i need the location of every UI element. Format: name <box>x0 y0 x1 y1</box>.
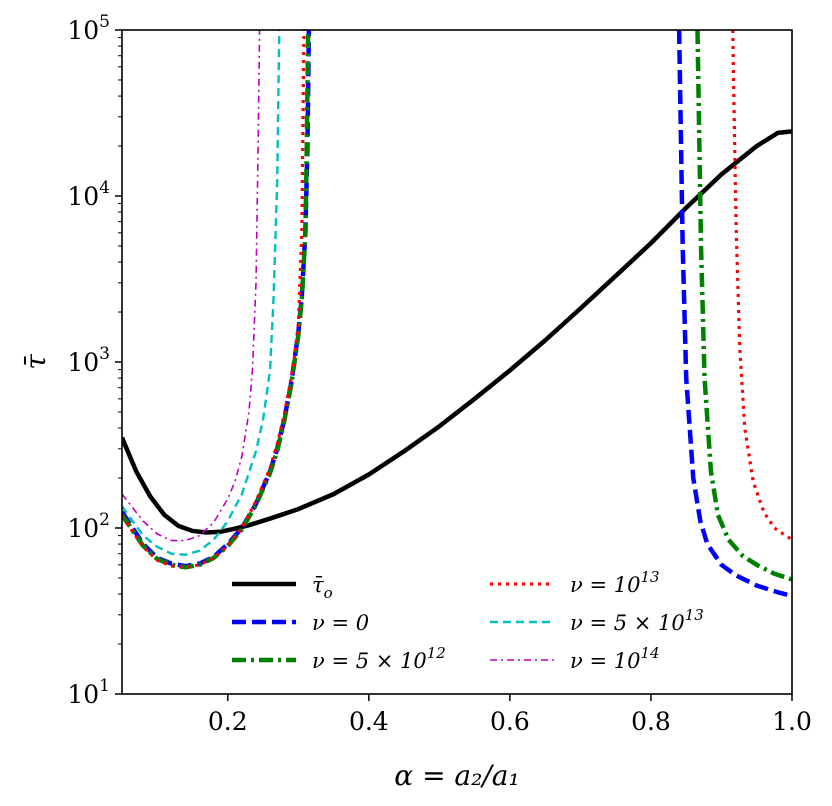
series-line-nu_1e13 <box>731 30 792 542</box>
y-tick-label: 105 <box>67 12 110 45</box>
legend-label-nu_1e14: ν = 1014 <box>570 644 660 673</box>
series-line-tau_o <box>122 129 792 535</box>
x-tick-label: 0.4 <box>349 707 389 736</box>
legend-label-nu_5e13: ν = 5 × 1013 <box>570 606 704 635</box>
plot-frame <box>121 29 793 695</box>
legend: τ̄o ν = 0 ν = 5 × 1012 ν = 1013 ν = 5 × 1013… <box>232 568 704 673</box>
tick-layer: 0.2 0.4 0.6 0.8 1.0 101 102 103 104 105 <box>67 12 812 736</box>
plot-area <box>121 29 793 695</box>
x-axis-label: α = a₂/a₁ <box>394 759 519 792</box>
series-line-nu_0 <box>122 30 312 569</box>
legend-label-nu_5e12: ν = 5 × 1012 <box>312 644 446 673</box>
series-layer <box>122 30 792 599</box>
y-tick-label: 104 <box>67 178 110 211</box>
series-line-nu_1e14 <box>122 30 261 542</box>
x-tick-label: 1.0 <box>772 707 812 736</box>
y-tick-label: 103 <box>67 344 110 377</box>
x-tick-label: 0.6 <box>490 707 530 736</box>
series-line-nu_5e13 <box>122 30 281 556</box>
series-line-nu_5e12 <box>695 30 792 582</box>
series-line-nu_1e13 <box>122 30 306 569</box>
legend-label-tau_o: τ̄o <box>312 573 333 602</box>
x-tick-label: 0.2 <box>208 707 248 736</box>
y-axis-label: τ̄ <box>19 354 52 370</box>
series-line-nu_5e12 <box>122 30 311 570</box>
legend-label-nu_1e13: ν = 1013 <box>570 568 660 597</box>
legend-label-nu_0: ν = 0 <box>312 611 369 635</box>
x-tick-label: 0.8 <box>631 707 671 736</box>
series-line-nu_0 <box>676 30 792 599</box>
y-tick-label: 101 <box>67 676 110 709</box>
y-tick-label: 102 <box>67 510 110 543</box>
